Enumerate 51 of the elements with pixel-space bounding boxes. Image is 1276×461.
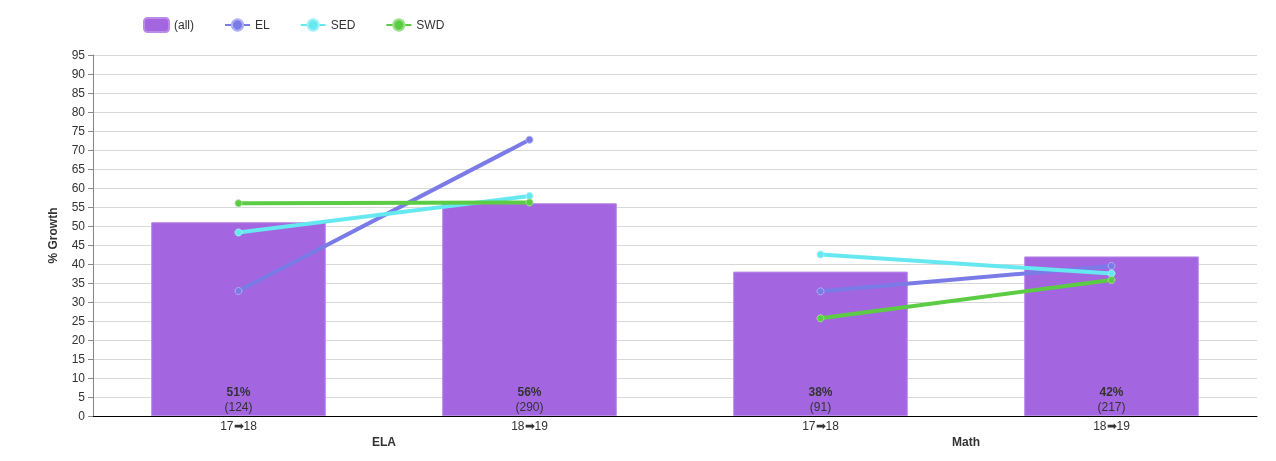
data-label: 56% (290) — [515, 384, 544, 414]
bar — [733, 271, 908, 416]
point — [525, 191, 534, 200]
x-tick-label: 18➡19 — [1093, 419, 1131, 433]
point — [525, 198, 534, 207]
x-tick-label: 17➡18 — [220, 419, 258, 433]
point — [816, 250, 825, 259]
point — [1107, 261, 1116, 270]
y-tick-label: 70 — [71, 143, 86, 157]
y-tick-label: 45 — [71, 238, 86, 252]
y-tick-label: 60 — [71, 181, 86, 195]
legend-label: SWD — [416, 18, 445, 32]
data-label: 42% (217) — [1097, 384, 1126, 414]
point — [234, 228, 243, 237]
bar — [442, 203, 617, 416]
data-label: 38% (91) — [808, 384, 833, 414]
y-tick-label: 90 — [71, 67, 86, 81]
text: Math — [952, 435, 980, 449]
point — [816, 287, 825, 296]
legend-label: (all) — [174, 18, 194, 32]
x-tick-label: 17➡18 — [802, 419, 840, 433]
y-axis-title: % Growth — [46, 207, 60, 264]
bar — [1024, 256, 1199, 416]
text: ELA — [372, 435, 397, 449]
y-tick-label: 25 — [71, 314, 86, 328]
y-tick-label: 10 — [71, 371, 86, 385]
y-tick-label: 80 — [71, 105, 86, 119]
y-tick-label: 0 — [78, 409, 86, 423]
point — [525, 135, 534, 144]
point — [1107, 269, 1116, 278]
y-tick-label: 50 — [71, 219, 86, 233]
point — [234, 199, 243, 208]
y-tick-label: 75 — [71, 124, 86, 138]
point — [816, 314, 825, 323]
y-tick-label: 85 — [71, 86, 86, 100]
y-tick-label: 5 — [78, 390, 86, 404]
data-label: 51% (124) — [224, 384, 253, 414]
y-tick-label: 55 — [71, 200, 86, 214]
y-tick-label: 40 — [71, 257, 86, 271]
point — [1107, 275, 1116, 284]
y-tick-label: 95 — [71, 48, 86, 62]
y-tick-label: 35 — [71, 276, 86, 290]
bar — [151, 222, 326, 416]
y-tick-label: 30 — [71, 295, 86, 309]
legend-label: EL — [255, 18, 270, 32]
x-tick-label: 18➡19 — [511, 419, 549, 433]
y-tick-label: 15 — [71, 352, 86, 366]
y-tick-label: 65 — [71, 162, 86, 176]
point — [234, 286, 243, 295]
legend-label: SED — [330, 18, 356, 32]
y-tick-label: 20 — [71, 333, 86, 347]
